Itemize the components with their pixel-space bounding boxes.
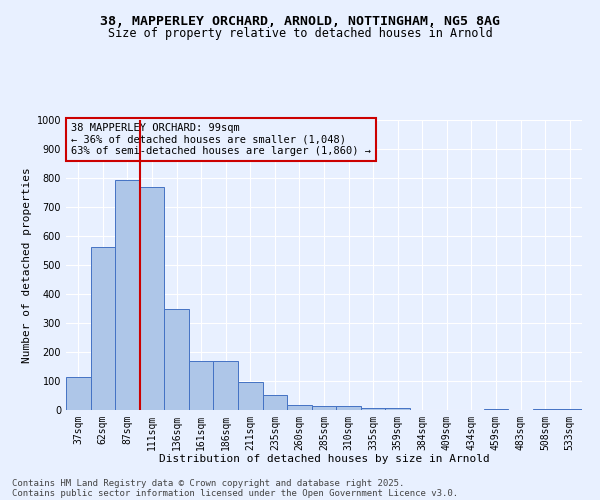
Bar bbox=[312, 406, 336, 410]
Bar bbox=[263, 395, 287, 410]
Text: 38, MAPPERLEY ORCHARD, ARNOLD, NOTTINGHAM, NG5 8AG: 38, MAPPERLEY ORCHARD, ARNOLD, NOTTINGHA… bbox=[100, 15, 500, 28]
X-axis label: Distribution of detached houses by size in Arnold: Distribution of detached houses by size … bbox=[158, 454, 490, 464]
Bar bbox=[189, 362, 214, 410]
Bar bbox=[533, 408, 557, 410]
Bar bbox=[361, 408, 385, 410]
Bar bbox=[484, 408, 508, 410]
Y-axis label: Number of detached properties: Number of detached properties bbox=[22, 167, 32, 363]
Text: 38 MAPPERLEY ORCHARD: 99sqm
← 36% of detached houses are smaller (1,048)
63% of : 38 MAPPERLEY ORCHARD: 99sqm ← 36% of det… bbox=[71, 123, 371, 156]
Bar bbox=[287, 405, 312, 410]
Bar bbox=[557, 408, 582, 410]
Bar bbox=[336, 406, 361, 410]
Bar bbox=[385, 408, 410, 410]
Bar bbox=[214, 362, 238, 410]
Bar bbox=[164, 308, 189, 410]
Text: Contains public sector information licensed under the Open Government Licence v3: Contains public sector information licen… bbox=[12, 488, 458, 498]
Text: Size of property relative to detached houses in Arnold: Size of property relative to detached ho… bbox=[107, 28, 493, 40]
Bar bbox=[66, 377, 91, 410]
Text: Contains HM Land Registry data © Crown copyright and database right 2025.: Contains HM Land Registry data © Crown c… bbox=[12, 478, 404, 488]
Bar bbox=[238, 382, 263, 410]
Bar bbox=[115, 180, 140, 410]
Bar bbox=[91, 246, 115, 410]
Bar bbox=[140, 186, 164, 410]
